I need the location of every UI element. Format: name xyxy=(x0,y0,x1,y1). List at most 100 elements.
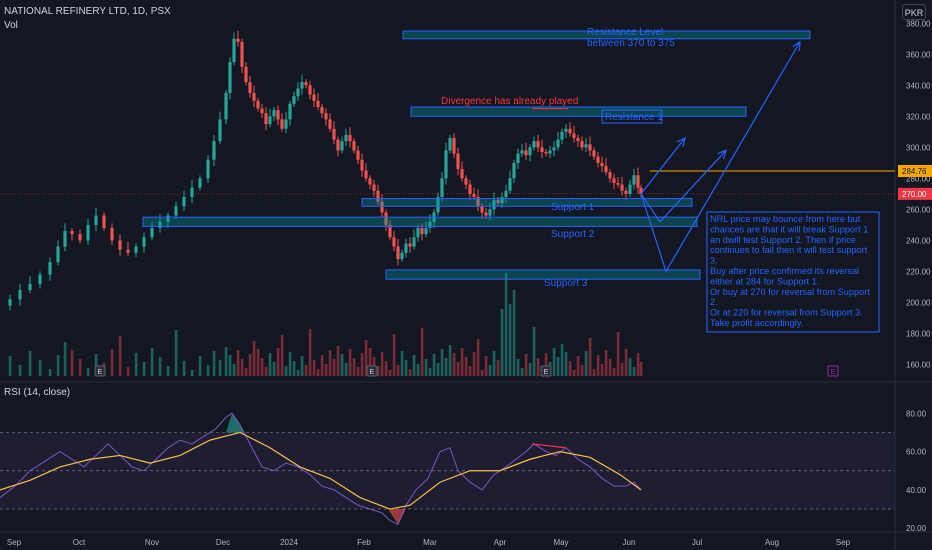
volume-bar xyxy=(500,309,504,376)
candle-body xyxy=(324,113,328,120)
candle-body xyxy=(224,93,228,120)
resistance-1-box xyxy=(601,109,663,124)
candle-body xyxy=(564,128,568,132)
candle-body xyxy=(126,249,130,253)
candle-body xyxy=(244,66,248,83)
price-tick-label: 320.00 xyxy=(906,112,931,121)
candle-body xyxy=(472,193,476,197)
candle-body xyxy=(332,128,336,140)
volume-bar xyxy=(612,368,616,376)
volume-bar xyxy=(600,364,604,376)
time-tick-label: 2024 xyxy=(280,538,298,547)
comment-line: chances are that it will break Support 1 xyxy=(710,224,868,234)
volume-bar xyxy=(86,368,90,376)
volume-bar xyxy=(572,370,576,376)
candle-body xyxy=(166,215,170,222)
candle-body xyxy=(280,119,284,129)
candle-body xyxy=(612,178,616,184)
price-tick-label: 220.00 xyxy=(906,267,931,276)
support-2-label: Support 2 xyxy=(551,229,595,240)
candle-body xyxy=(468,184,472,194)
earnings-marker xyxy=(94,365,106,377)
candle-body xyxy=(158,221,162,228)
candle-body xyxy=(428,221,432,228)
candle-body xyxy=(408,243,412,247)
candle-body xyxy=(516,153,520,163)
candle-body xyxy=(488,209,492,216)
volume-bar xyxy=(56,355,60,376)
volume-bar xyxy=(384,361,388,376)
volume-bar xyxy=(356,367,360,376)
currency-button[interactable]: PKR xyxy=(902,4,926,20)
candle-body xyxy=(198,178,202,188)
earnings-marker-label: E xyxy=(544,369,549,376)
rsi-pane[interactable] xyxy=(0,412,895,526)
earnings-marker-label: E xyxy=(98,369,103,376)
volume-bar xyxy=(620,363,624,376)
price-tick-label: 300.00 xyxy=(906,143,931,152)
volume-bar xyxy=(444,358,448,376)
rsi-tick-label: 60.00 xyxy=(906,448,927,457)
candle-body xyxy=(252,93,256,101)
volume-bar xyxy=(344,363,348,376)
volume-bar xyxy=(464,357,468,376)
volume-bar xyxy=(63,342,67,376)
candle-body xyxy=(400,252,404,260)
candle-body xyxy=(268,116,272,125)
candle-body xyxy=(604,165,608,173)
candle-body xyxy=(608,172,612,179)
volume-bar xyxy=(336,346,340,376)
volume-bar xyxy=(544,353,548,376)
volume-bar xyxy=(568,361,572,376)
symbol-title: NATIONAL REFINERY LTD, 1D, PSX xyxy=(4,6,171,17)
rsi-overbought-fill xyxy=(226,413,244,433)
candle-body xyxy=(588,144,592,151)
candle-body xyxy=(548,150,552,154)
candle-body xyxy=(388,224,392,238)
candle-body xyxy=(240,41,244,67)
volume-bar xyxy=(508,304,512,376)
volume-bar xyxy=(324,364,328,376)
candle-body xyxy=(174,206,178,216)
candle-body xyxy=(639,187,643,194)
volume-bar xyxy=(190,370,194,376)
candle-body xyxy=(134,246,138,253)
candle-body xyxy=(444,150,448,179)
volume-bar xyxy=(18,365,22,376)
volume-bar xyxy=(480,370,484,376)
candle-body xyxy=(8,299,12,306)
candle-body xyxy=(300,82,304,89)
volume-bar xyxy=(532,327,536,376)
volume-bar xyxy=(556,357,560,376)
candle-body xyxy=(70,231,74,235)
comment-line: Take profit accordingly. xyxy=(710,318,803,328)
candle-body xyxy=(63,231,67,247)
candle-body xyxy=(248,82,252,94)
candle-body xyxy=(344,134,348,142)
volume-bar xyxy=(166,366,170,376)
volume-label: Vol xyxy=(4,20,18,31)
volume-bar xyxy=(8,356,12,376)
candle-body xyxy=(38,274,42,284)
candle-body xyxy=(624,190,628,194)
time-tick-label: May xyxy=(553,538,568,547)
comment-line: Or at 220 for reversal from Support 3. xyxy=(710,308,863,318)
volume-bar xyxy=(292,361,296,376)
volume-bar xyxy=(392,334,396,376)
candle-body xyxy=(620,184,624,191)
volume-bar xyxy=(404,360,408,376)
volume-bar xyxy=(380,352,384,376)
candle-body xyxy=(404,243,408,253)
earnings-marker-label: E xyxy=(370,369,375,376)
comment-line: Or buy at 270 for reversal from Support xyxy=(710,287,870,297)
candle-body xyxy=(532,141,536,148)
volume-bar xyxy=(608,359,612,376)
volume-bar xyxy=(452,353,456,376)
projection-arrow-3 xyxy=(640,137,686,195)
volume-bar xyxy=(228,355,232,376)
volume-bar xyxy=(424,359,428,376)
candle-body xyxy=(524,150,528,156)
volume-bar xyxy=(252,341,256,376)
